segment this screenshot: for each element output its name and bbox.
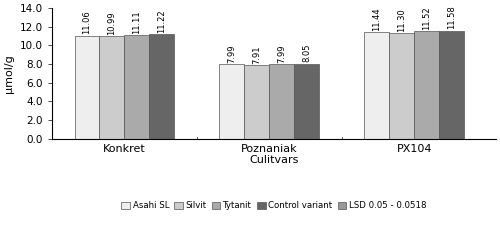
Text: 11.30: 11.30 — [398, 8, 406, 32]
Text: 11.52: 11.52 — [422, 6, 431, 30]
Text: 7.99: 7.99 — [228, 44, 236, 63]
Bar — [244, 65, 270, 139]
Bar — [270, 64, 294, 139]
Legend: Asahi SL, Silvit, Tytanit, Control variant, LSD 0.05 - 0.0518: Asahi SL, Silvit, Tytanit, Control varia… — [118, 198, 430, 214]
Bar — [294, 64, 319, 139]
Bar — [124, 35, 150, 139]
Text: 11.22: 11.22 — [157, 9, 166, 33]
Bar — [74, 36, 100, 139]
Bar — [220, 64, 244, 139]
Text: 11.06: 11.06 — [82, 10, 92, 34]
Text: 7.91: 7.91 — [252, 45, 262, 64]
Bar — [100, 36, 124, 139]
Bar — [150, 34, 174, 139]
Bar — [364, 32, 390, 139]
Text: 10.99: 10.99 — [108, 11, 116, 35]
Text: 11.44: 11.44 — [372, 7, 382, 31]
Text: 7.99: 7.99 — [278, 44, 286, 63]
Bar — [414, 31, 439, 139]
Y-axis label: µmol/g: µmol/g — [4, 54, 14, 93]
Bar — [390, 33, 414, 139]
Bar — [439, 31, 464, 139]
X-axis label: Culitvars: Culitvars — [249, 155, 298, 165]
Text: 11.58: 11.58 — [447, 6, 456, 29]
Text: 8.05: 8.05 — [302, 44, 311, 62]
Text: 11.11: 11.11 — [132, 10, 141, 34]
